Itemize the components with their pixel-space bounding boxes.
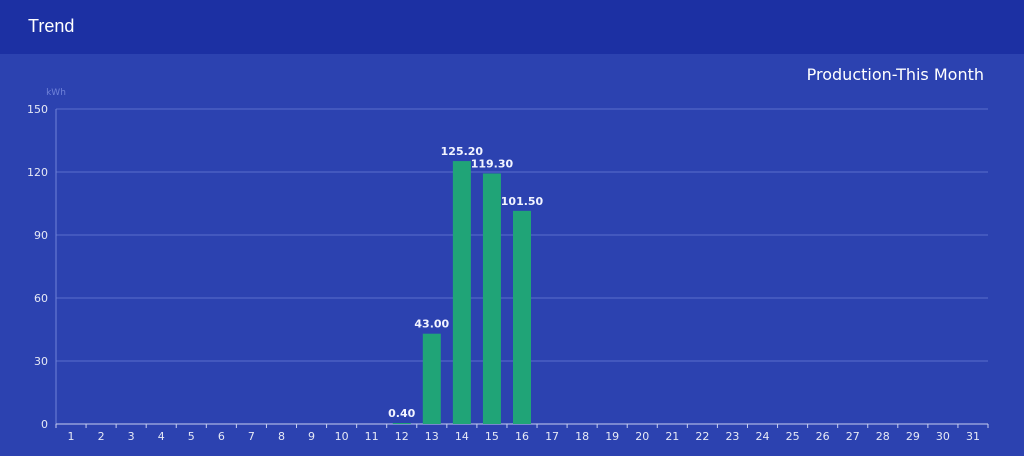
data-label-day-16: 101.50 [501,195,544,208]
y-tick-label: 120 [27,166,48,179]
y-tick-label: 90 [34,229,48,242]
data-label-day-14: 125.20 [441,145,484,158]
panel-header: Trend [0,0,1024,54]
x-tick-label: 26 [816,430,830,443]
x-tick-label: 20 [635,430,649,443]
x-tick-label: 22 [695,430,709,443]
y-tick-label: 0 [41,418,48,431]
x-tick-label: 17 [545,430,559,443]
x-tick-label: 13 [425,430,439,443]
x-tick-label: 16 [515,430,529,443]
x-tick-label: 14 [455,430,469,443]
x-tick-label: 18 [575,430,589,443]
x-tick-label: 31 [966,430,980,443]
x-tick-label: 24 [756,430,770,443]
x-tick-label: 8 [278,430,285,443]
x-tick-label: 25 [786,430,800,443]
x-tick-label: 1 [68,430,75,443]
x-tick-label: 27 [846,430,860,443]
chart-title: Production-This Month [806,65,984,84]
bar-day-13[interactable] [422,333,441,424]
panel-title: Trend [28,16,75,36]
x-tick-label: 30 [936,430,950,443]
bar-day-14[interactable] [452,161,471,424]
x-tick-label: 3 [128,430,135,443]
x-tick-label: 9 [308,430,315,443]
x-tick-label: 10 [335,430,349,443]
x-tick-label: 21 [665,430,679,443]
y-tick-label: 150 [27,103,48,116]
x-tick-label: 5 [188,430,195,443]
x-tick-label: 12 [395,430,409,443]
bar-day-15[interactable] [482,173,501,424]
data-label-day-15: 119.30 [471,157,514,170]
x-tick-label: 15 [485,430,499,443]
bar-day-12[interactable] [392,423,411,424]
x-tick-label: 4 [158,430,165,443]
x-tick-label: 23 [725,430,739,443]
data-label-day-12: 0.40 [388,407,415,420]
data-label-day-13: 43.00 [414,318,449,331]
x-tick-label: 19 [605,430,619,443]
y-tick-label: 30 [34,355,48,368]
y-axis-unit: kWh [46,88,66,98]
x-tick-label: 6 [218,430,225,443]
x-tick-label: 28 [876,430,890,443]
x-tick-label: 2 [98,430,105,443]
x-tick-label: 29 [906,430,920,443]
y-tick-label: 60 [34,292,48,305]
x-tick-label: 7 [248,430,255,443]
x-tick-label: 11 [365,430,379,443]
bar-day-16[interactable] [513,210,531,424]
